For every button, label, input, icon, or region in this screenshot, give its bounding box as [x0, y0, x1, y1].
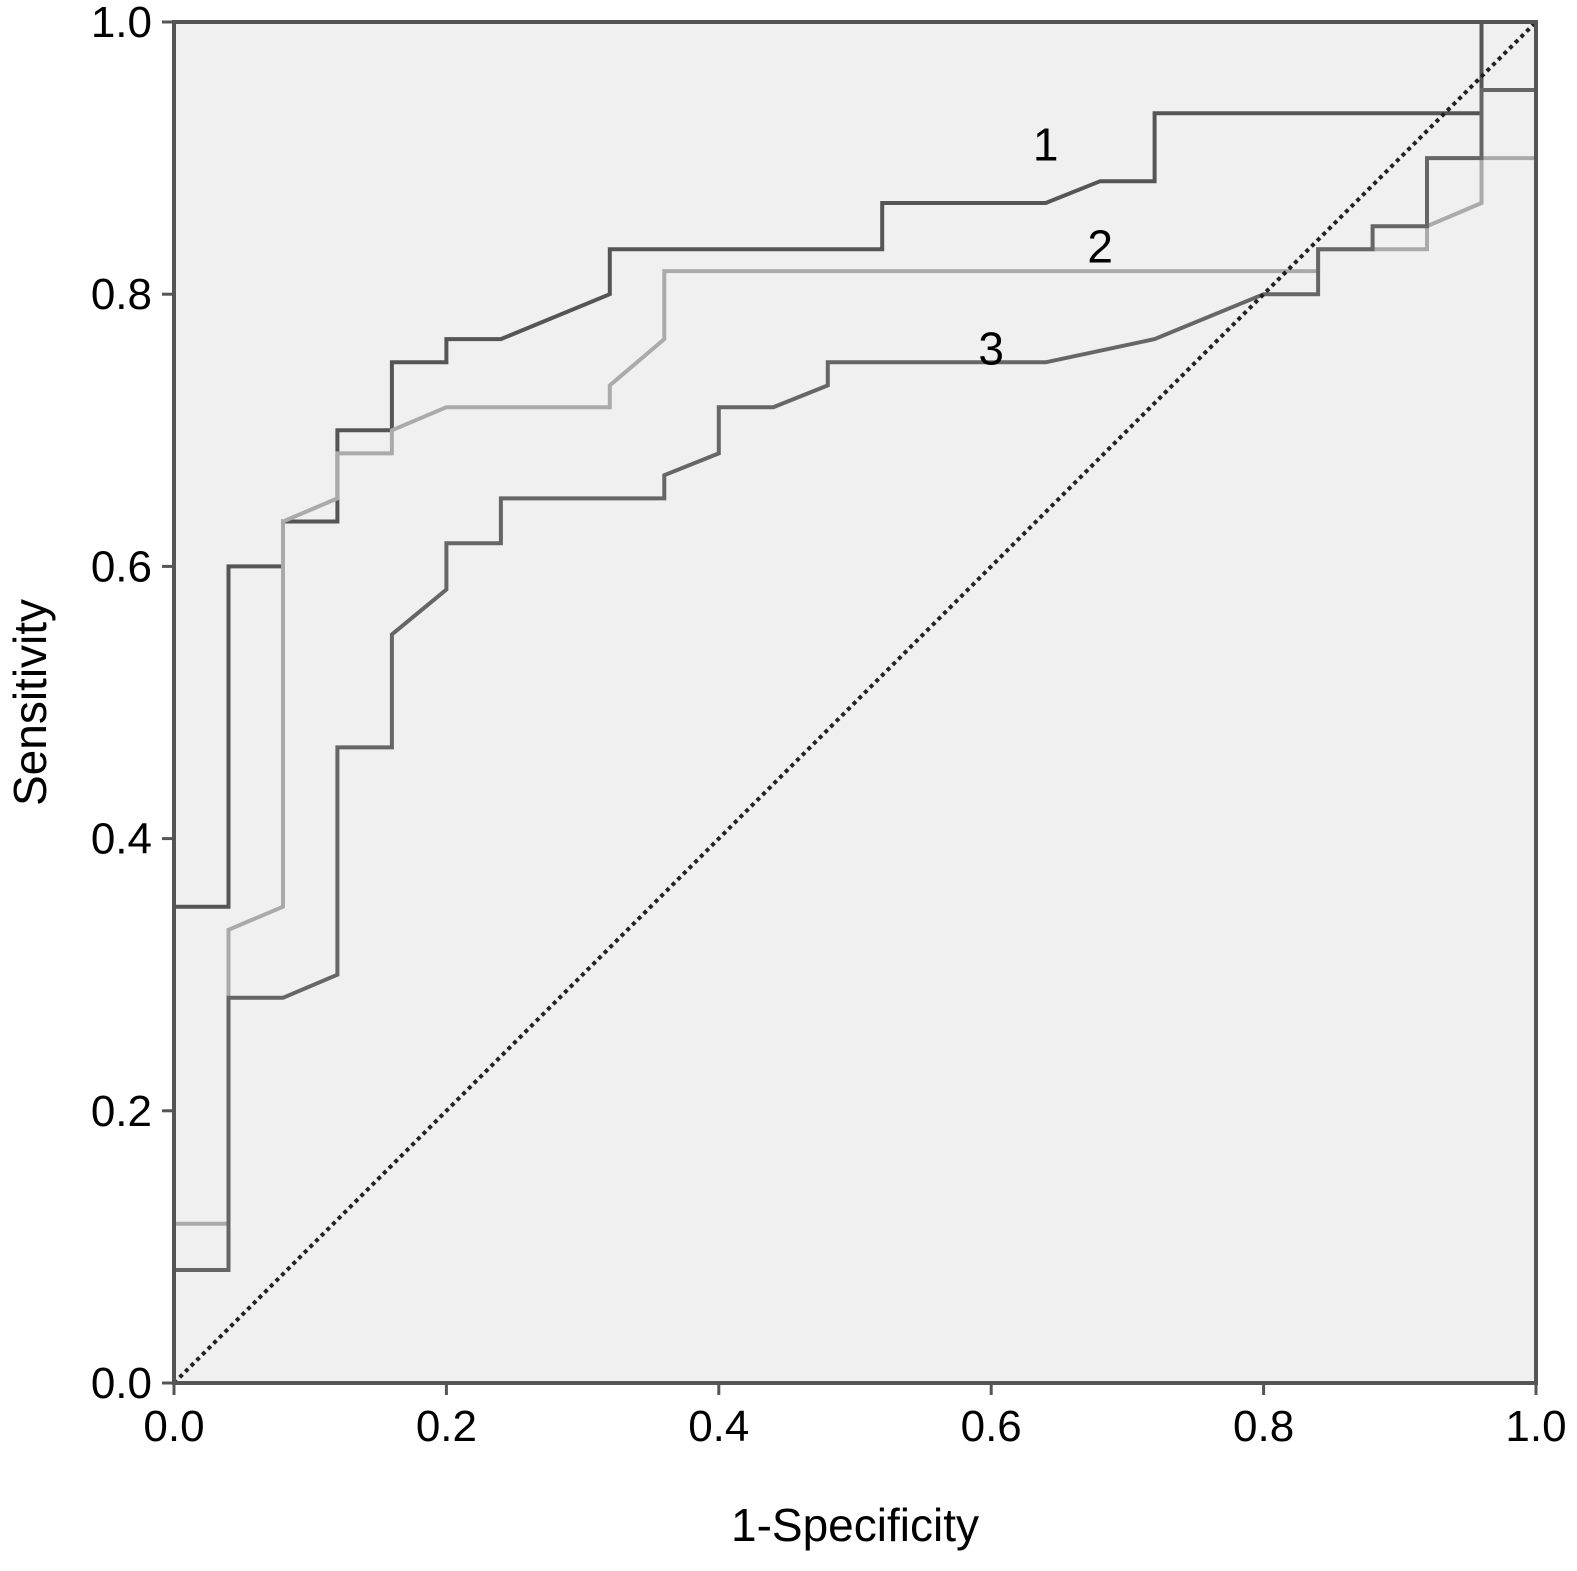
- curve-label-3: 3: [978, 323, 1004, 375]
- y-axis: 0.0 0.2 0.4 0.6 0.8 1.0: [91, 0, 174, 1408]
- curve-labels: 12 3: [978, 118, 1113, 374]
- series-layer: [172, 20, 1538, 1383]
- y-tick-label: 0.0: [91, 1359, 152, 1408]
- x-tick-label: 1.0: [1505, 1402, 1566, 1451]
- curve-label-1: 1: [1033, 118, 1059, 170]
- x-tick-label: 0.2: [416, 1402, 477, 1451]
- y-tick-label: 0.6: [91, 542, 152, 591]
- roc-curve-1: [172, 20, 1536, 1383]
- reference-diagonal-line: [172, 20, 1538, 1385]
- y-tick-label: 0.4: [91, 815, 152, 864]
- y-tick-label: 0.8: [91, 270, 152, 319]
- y-axis-title: Sensitivity: [4, 599, 56, 806]
- x-tick-label: 0.0: [143, 1402, 204, 1451]
- roc-curve-3: [172, 22, 1538, 1383]
- curve-label-2: 2: [1087, 221, 1113, 273]
- roc-curve-2: [172, 156, 1536, 1383]
- y-tick-label: 0.2: [91, 1087, 152, 1136]
- x-tick-label: 0.4: [688, 1402, 749, 1451]
- x-tick-label: 0.8: [1233, 1402, 1294, 1451]
- x-axis-title: 1-Specificity: [731, 1499, 979, 1551]
- plot-frame: [172, 20, 1538, 1385]
- x-axis: 0.0 0.2 0.4 0.6 0.8 1.0: [143, 1383, 1567, 1451]
- y-tick-label: 1.0: [91, 0, 152, 47]
- x-tick-label: 0.6: [961, 1402, 1022, 1451]
